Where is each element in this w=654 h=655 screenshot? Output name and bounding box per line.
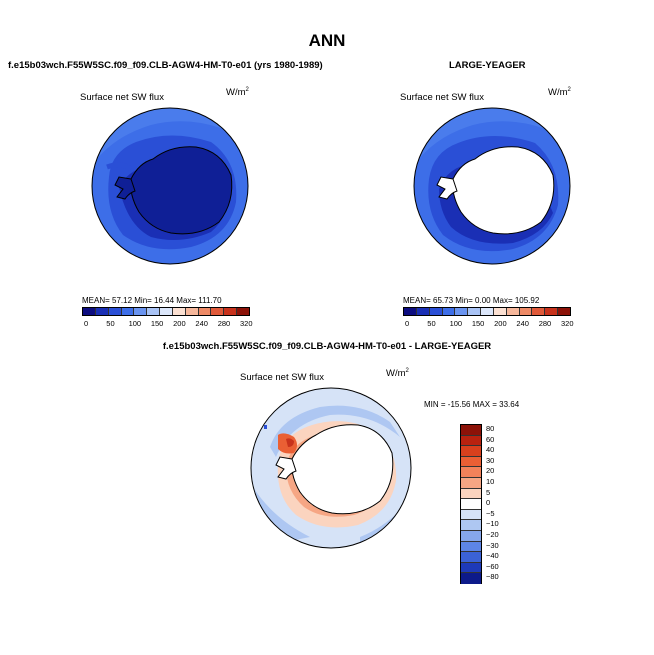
colorbar-tick-label: 0 (486, 498, 491, 508)
colorbar-swatch (461, 446, 481, 457)
colorbar-tick-label: 280 (538, 319, 552, 328)
colorbar-swatch (532, 308, 546, 315)
panel-diff-title: f.e15b03wch.F55W5SC.f09_f09.CLB-AGW4-HM-… (162, 341, 492, 352)
colorbar-swatch (455, 308, 469, 315)
panel-left-unit: W/m2 (226, 87, 249, 99)
map-left (91, 107, 249, 265)
colorbar-tick-label: 100 (128, 319, 142, 328)
colorbar-tick-label: 240 (516, 319, 529, 328)
colorbar-swatch (108, 308, 122, 315)
colorbar-tick-label: −20 (486, 529, 499, 539)
colorbar-swatch (461, 530, 481, 542)
colorbar-swatch (506, 308, 520, 315)
colorbar-swatch (461, 541, 481, 553)
colorbar-swatch (83, 308, 96, 315)
colorbar-swatch (558, 308, 570, 315)
colorbar-tick-label: 5 (486, 487, 491, 497)
colorbar-swatch (493, 308, 507, 315)
colorbar-tick-label: −30 (486, 540, 499, 550)
colorbar-diff (460, 424, 482, 584)
colorbar-swatch (147, 308, 161, 315)
colorbar-swatch (461, 477, 481, 489)
colorbar-right (403, 307, 571, 316)
colorbar-tick-label: 150 (471, 319, 485, 328)
colorbar-tick-label: 50 (427, 319, 436, 328)
colorbar-swatch (134, 308, 148, 315)
colorbar-swatch (461, 573, 481, 584)
colorbar-swatch (429, 308, 443, 315)
colorbar-tick-label: 0 (84, 319, 89, 328)
colorbar-tick-label: −40 (486, 551, 499, 561)
panel-left-variable: Surface net SW flux (80, 92, 164, 103)
panel-right-stats: MEAN= 65.73 Min= 0.00 Max= 105.92 (403, 296, 540, 305)
colorbar-swatch (545, 308, 559, 315)
colorbar-swatch (461, 488, 481, 500)
panel-diff-unit: W/m2 (386, 368, 409, 380)
colorbar-swatch (172, 308, 186, 315)
page-title: ANN (308, 31, 346, 50)
panel-right-title: LARGE-YEAGER (449, 60, 526, 71)
colorbar-tick-label: 200 (173, 319, 186, 328)
colorbar-swatch (461, 562, 481, 574)
colorbar-swatch (121, 308, 135, 315)
colorbar-swatch (461, 520, 481, 531)
colorbar-swatch (461, 499, 481, 510)
colorbar-tick-label: 30 (486, 455, 495, 465)
map-right (413, 107, 571, 265)
colorbar-left (82, 307, 250, 316)
colorbar-swatch (95, 308, 109, 315)
colorbar-swatch (461, 456, 481, 468)
colorbar-swatch (442, 308, 456, 315)
colorbar-swatch (461, 435, 481, 447)
colorbar-tick-label: 150 (150, 319, 164, 328)
colorbar-swatch (211, 308, 225, 315)
colorbar-swatch (185, 308, 199, 315)
colorbar-tick-label: 10 (486, 476, 495, 486)
colorbar-tick-label: −80 (486, 572, 499, 582)
panel-left-stats: MEAN= 57.12 Min= 16.44 Max= 111.70 (82, 296, 222, 305)
colorbar-swatch (461, 509, 481, 521)
panel-right-unit: W/m2 (548, 87, 571, 99)
colorbar-swatch (160, 308, 173, 315)
panel-diff-stats: MIN = -15.56 MAX = 33.64 (424, 400, 520, 409)
panel-diff-variable: Surface net SW flux (240, 372, 324, 383)
colorbar-swatch (237, 308, 249, 315)
colorbar-swatch (416, 308, 430, 315)
colorbar-swatch (481, 308, 494, 315)
colorbar-swatch (198, 308, 212, 315)
colorbar-swatch (468, 308, 482, 315)
colorbar-tick-label: 320 (240, 319, 253, 328)
colorbar-tick-label: 80 (486, 424, 495, 433)
colorbar-tick-label: 280 (217, 319, 231, 328)
colorbar-tick-label: 40 (486, 445, 495, 455)
colorbar-tick-label: 0 (405, 319, 410, 328)
map-diff (250, 387, 412, 549)
panel-left-title: f.e15b03wch.F55W5SC.f09_f09.CLB-AGW4-HM-… (8, 60, 323, 71)
colorbar-swatch (461, 467, 481, 478)
colorbar-swatch (461, 425, 481, 436)
colorbar-diff-labels: 80 60 40 30 20 10 5 0 −5 −10 −20 −30 −40 −60 −80 (486, 424, 526, 583)
colorbar-tick-label: 50 (106, 319, 115, 328)
colorbar-tick-label: −60 (486, 561, 499, 571)
colorbar-tick-label: 240 (195, 319, 208, 328)
colorbar-tick-label: 320 (561, 319, 574, 328)
panel-right-variable: Surface net SW flux (400, 92, 484, 103)
colorbar-tick-label: 60 (486, 434, 495, 444)
colorbar-swatch (224, 308, 238, 315)
colorbar-tick-label: 100 (449, 319, 463, 328)
colorbar-tick-label: −10 (486, 519, 499, 529)
colorbar-tick-label: −5 (486, 508, 495, 518)
colorbar-swatch (461, 552, 481, 563)
colorbar-tick-label: 200 (494, 319, 507, 328)
colorbar-swatch (519, 308, 533, 315)
colorbar-tick-label: 20 (486, 466, 495, 476)
colorbar-swatch (404, 308, 417, 315)
